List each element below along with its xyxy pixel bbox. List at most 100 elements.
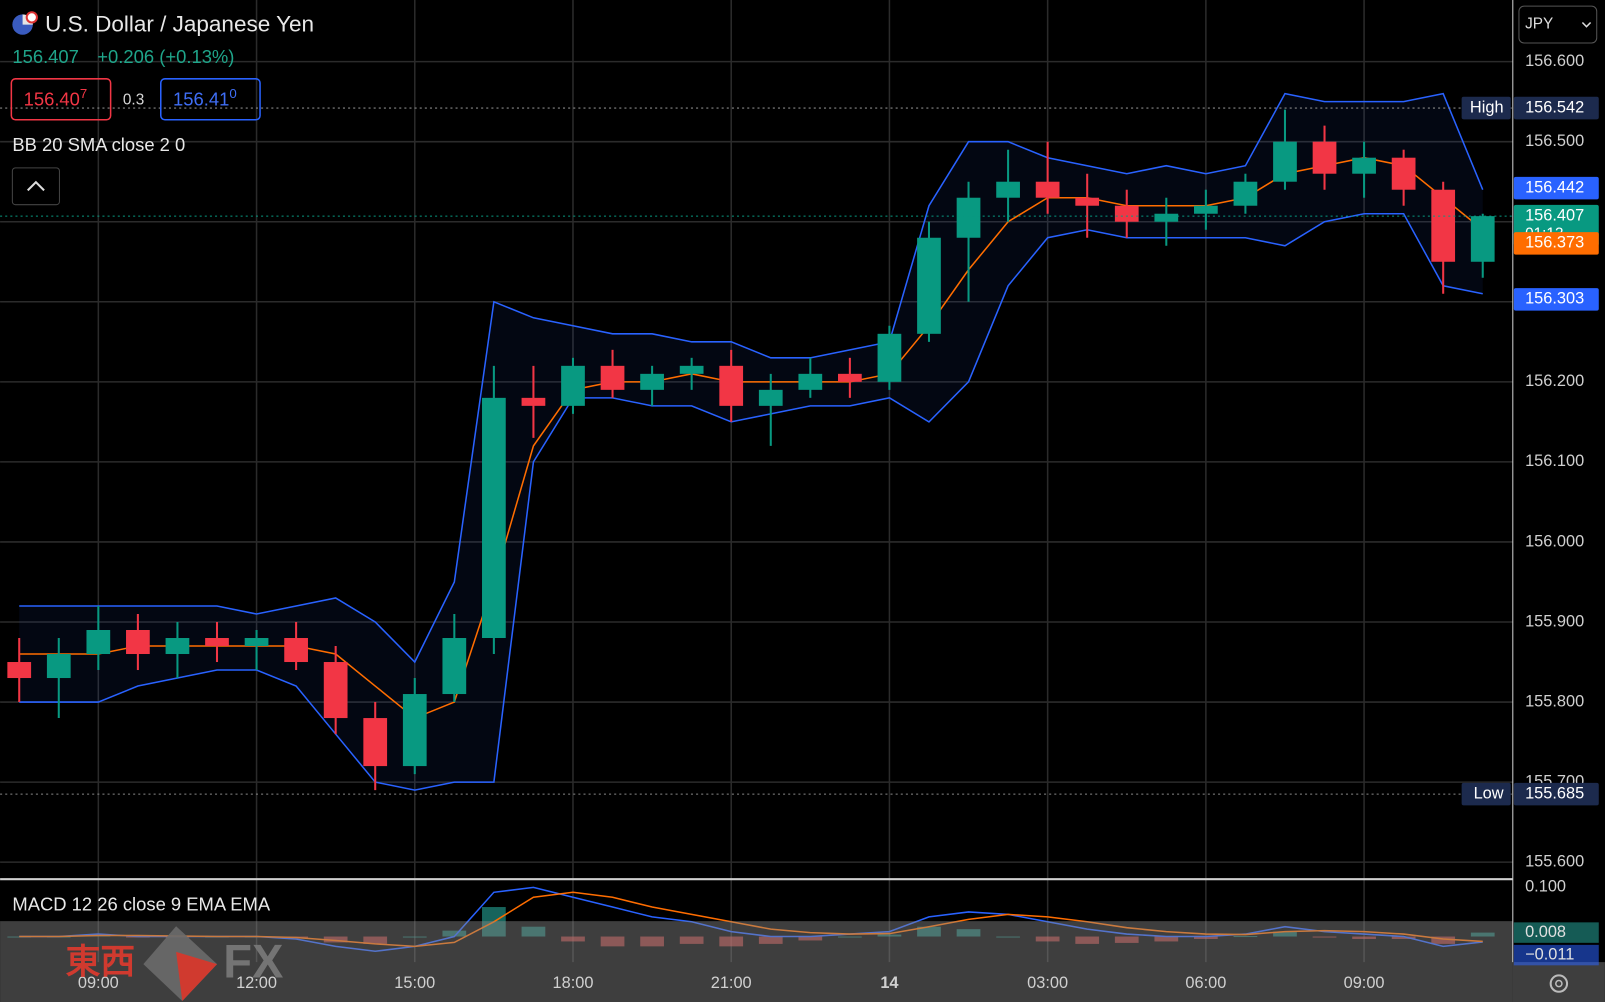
price-label: 156.442 xyxy=(1525,178,1584,196)
price-label-box xyxy=(1513,288,1599,311)
candle-body xyxy=(521,397,546,406)
candle-body xyxy=(86,629,111,655)
macd-histogram-bar xyxy=(758,936,783,944)
header: U.S. Dollar / Japanese Yen 156.407 +0.20… xyxy=(10,5,1598,993)
candle-body xyxy=(7,662,32,679)
price-label: 156.407 xyxy=(1525,206,1584,224)
x-tick-label: 06:00 xyxy=(1185,974,1226,992)
candle-body xyxy=(1075,197,1100,206)
macd-histogram-bar xyxy=(1035,936,1060,942)
settings-icon-center xyxy=(1555,979,1563,988)
watermark: 東西 FX xyxy=(66,926,283,1001)
candle-body xyxy=(719,365,744,406)
candle-body xyxy=(402,694,427,767)
candle-body xyxy=(1391,157,1416,190)
macd-histogram-bar xyxy=(1233,936,1258,938)
candle-body xyxy=(244,638,269,647)
macd-label-box xyxy=(1513,922,1599,943)
settings-icon[interactable] xyxy=(1549,974,1569,993)
candle-body xyxy=(46,654,71,679)
sell-button[interactable] xyxy=(10,78,112,121)
macd-histogram-bar xyxy=(798,936,823,941)
macd-histogram-bar xyxy=(1154,936,1179,942)
macd-label: −0.011 xyxy=(1525,945,1574,963)
price-label: 155.685 xyxy=(1525,784,1584,802)
macd-histogram-bar xyxy=(561,936,585,942)
x-tick-label: 12:00 xyxy=(236,974,277,992)
macd-label: 0.008 xyxy=(1525,923,1566,941)
macd-histogram-bar xyxy=(640,936,664,947)
y-tick-label: 156.000 xyxy=(1525,532,1584,550)
candle-body xyxy=(679,365,704,374)
candle-body xyxy=(877,333,902,382)
flag-icon-jp xyxy=(25,11,38,24)
candle-body xyxy=(1431,189,1456,262)
macd-histogram-bar xyxy=(1431,936,1456,944)
candle-body xyxy=(1352,157,1376,174)
last-price: 156.407 xyxy=(12,46,79,67)
candle-body xyxy=(323,662,348,719)
macd-histogram-bar xyxy=(996,936,1020,938)
price-change: +0.206 (+0.13%) xyxy=(97,46,234,67)
y-tick-label: 155.800 xyxy=(1525,692,1584,710)
macd-histogram-bar xyxy=(521,926,546,937)
macd-histogram-bar xyxy=(1114,936,1139,943)
macd-histogram-bar xyxy=(719,936,744,947)
macd-histogram-bar xyxy=(1352,936,1376,939)
macd-histogram-bar xyxy=(838,936,862,938)
axis-overlay xyxy=(1512,962,1605,1002)
candle-body xyxy=(442,638,467,695)
x-tick-label: 09:00 xyxy=(78,974,119,992)
price-label-name-box xyxy=(1461,782,1511,806)
x-tick-label: 15:00 xyxy=(394,974,435,992)
macd-line xyxy=(19,891,1483,948)
candle-body xyxy=(1312,141,1337,174)
buy-main: 156.41 xyxy=(173,88,229,109)
candle-body xyxy=(838,373,862,382)
band-lower xyxy=(19,212,1483,791)
buy-price[interactable]: 156.410 xyxy=(173,86,237,109)
price-label: 156.542 xyxy=(1525,98,1584,116)
candle-body xyxy=(482,397,506,639)
candle-body xyxy=(1154,213,1179,222)
price-label-box xyxy=(1513,782,1599,806)
price-label-box xyxy=(1513,176,1599,200)
price-label: 156.303 xyxy=(1525,290,1584,308)
candle-body xyxy=(798,373,823,390)
candle-body xyxy=(1193,205,1218,214)
watermark-cjk: 東西 xyxy=(66,942,136,981)
y-tick-label: 155.900 xyxy=(1525,612,1584,630)
candle-body xyxy=(996,181,1020,198)
y-tick-label: 156.100 xyxy=(1525,452,1584,470)
bottom-overlay xyxy=(0,921,1513,1002)
indicator-legend: BB 20 SMA close 2 0 xyxy=(12,134,185,155)
macd-histogram-bar xyxy=(1312,936,1337,938)
currency: JPY xyxy=(1525,16,1553,33)
currency-dropdown[interactable] xyxy=(1518,5,1598,44)
candle-body xyxy=(165,638,190,655)
collapse-button[interactable] xyxy=(11,167,60,206)
macd-histogram-bar xyxy=(1075,936,1100,944)
candle-body xyxy=(640,373,664,390)
axes: 09:00 12:00 15:00 18:00 21:00 14 03:00 06:00 09:… xyxy=(78,52,1599,992)
price-label-name: High xyxy=(1470,98,1504,116)
x-tick-label: 09:00 xyxy=(1344,974,1385,992)
candle-body xyxy=(758,389,783,406)
price-label-name: Low xyxy=(1474,784,1504,802)
y-tick-label: 155.600 xyxy=(1525,852,1584,870)
macd-histogram-bar xyxy=(363,936,388,944)
candle-body xyxy=(1233,181,1258,206)
buy-button[interactable] xyxy=(160,78,261,121)
macd-histogram-bar xyxy=(600,936,625,947)
candle-body xyxy=(1273,141,1297,182)
price-label: 156.373 xyxy=(1525,234,1584,252)
macd-label-box xyxy=(1513,944,1599,966)
candle-body xyxy=(1114,205,1139,222)
macd-histogram-bar xyxy=(1391,936,1416,939)
candle-body xyxy=(600,365,625,390)
candle-body xyxy=(561,365,585,406)
spread: 0.3 xyxy=(123,91,144,108)
candle-body xyxy=(1035,181,1060,198)
price-label-box xyxy=(1513,96,1599,120)
sell-price[interactable]: 156.407 xyxy=(24,86,88,109)
